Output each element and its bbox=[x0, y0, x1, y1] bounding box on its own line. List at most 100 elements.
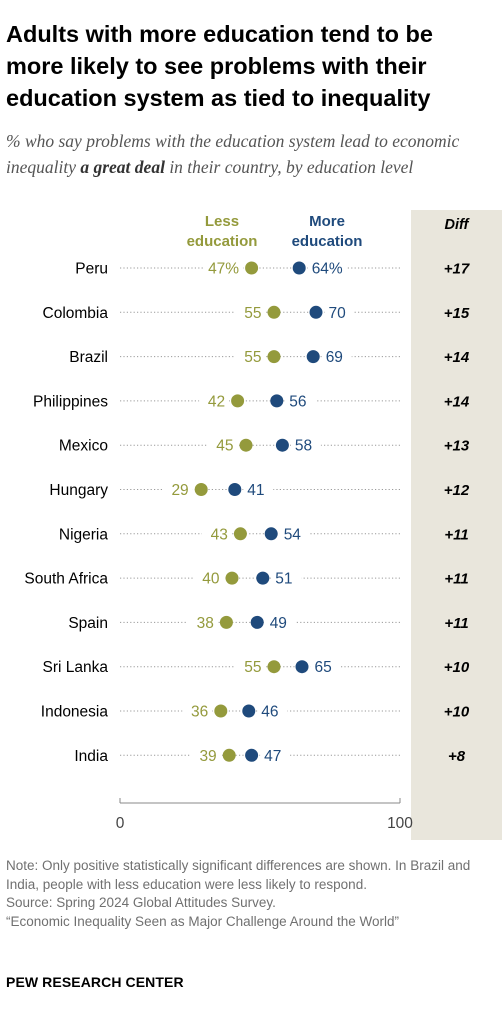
diff-value: +10 bbox=[444, 704, 470, 721]
value-label-more: 49 bbox=[270, 615, 287, 632]
diff-value: +17 bbox=[444, 261, 470, 278]
category-label: Mexico bbox=[59, 438, 108, 455]
category-label: South Africa bbox=[24, 571, 108, 588]
value-label-less: 40 bbox=[202, 571, 220, 588]
chart-subtitle: % who say problems with the education sy… bbox=[6, 128, 498, 180]
category-label: Peru bbox=[75, 261, 108, 278]
value-label-more: 65 bbox=[315, 659, 332, 676]
category-label: Nigeria bbox=[59, 526, 108, 543]
value-label-more: 70 bbox=[329, 305, 347, 322]
dot-more-education bbox=[295, 660, 309, 674]
dot-less-education bbox=[233, 527, 247, 541]
dot-less-education bbox=[245, 261, 259, 275]
diff-value: +11 bbox=[444, 615, 468, 632]
dot-less-education bbox=[231, 394, 245, 408]
label-backdrop bbox=[201, 524, 232, 543]
diff-header: Diff bbox=[445, 217, 471, 233]
dot-more-education bbox=[245, 748, 259, 762]
category-label: Sri Lanka bbox=[43, 659, 109, 676]
x-axis-tick-label: 0 bbox=[116, 815, 125, 832]
value-label-less: 55 bbox=[244, 659, 261, 676]
label-backdrop bbox=[257, 702, 288, 720]
label-backdrop bbox=[187, 613, 218, 632]
dot-more-education bbox=[250, 615, 264, 629]
legend-less-education: Less education bbox=[187, 213, 258, 250]
label-backdrop bbox=[235, 347, 266, 366]
label-backdrop bbox=[290, 436, 321, 455]
label-backdrop bbox=[204, 259, 244, 277]
category-label: Indonesia bbox=[41, 704, 109, 721]
value-label-less: 47% bbox=[208, 261, 239, 278]
dot-more-education bbox=[228, 483, 242, 496]
dot-less-education bbox=[222, 748, 236, 762]
category-label: Spain bbox=[68, 615, 108, 632]
label-backdrop bbox=[265, 613, 296, 632]
diff-value: +12 bbox=[444, 482, 470, 499]
diff-value: +14 bbox=[444, 349, 470, 366]
category-label: Colombia bbox=[43, 305, 109, 322]
dot-less-education bbox=[267, 305, 281, 319]
chart-title: Adults with more education tend to be mo… bbox=[6, 21, 433, 111]
dot-more-education bbox=[264, 527, 278, 541]
dot-less-education bbox=[225, 571, 239, 585]
dot-more-education bbox=[309, 305, 323, 319]
diff-column-background bbox=[411, 210, 502, 840]
value-label-less: 29 bbox=[171, 482, 188, 499]
dot-less-education bbox=[194, 483, 208, 496]
source-text: Source: Spring 2024 Global Attitudes Sur… bbox=[6, 895, 276, 910]
label-backdrop bbox=[307, 259, 347, 277]
label-backdrop bbox=[235, 657, 266, 676]
diff-value: +14 bbox=[444, 393, 470, 410]
value-label-more: 56 bbox=[289, 393, 306, 410]
subtitle-text-end: in their country, by education level bbox=[164, 157, 414, 177]
dot-more-education bbox=[270, 394, 284, 408]
label-backdrop bbox=[324, 303, 355, 322]
label-backdrop bbox=[235, 303, 266, 322]
subtitle-emphasis: a great deal bbox=[80, 157, 165, 177]
dot-more-education bbox=[306, 350, 320, 364]
value-label-less: 36 bbox=[191, 704, 208, 721]
category-label: Hungary bbox=[49, 482, 108, 499]
label-backdrop bbox=[243, 480, 274, 499]
diff-value: +15 bbox=[444, 305, 470, 322]
value-label-less: 38 bbox=[197, 615, 214, 632]
label-backdrop bbox=[182, 702, 213, 720]
label-backdrop bbox=[207, 436, 238, 455]
dot-less-education bbox=[214, 704, 228, 718]
value-label-less: 55 bbox=[244, 305, 261, 322]
dot-less-education bbox=[239, 438, 253, 452]
label-backdrop bbox=[271, 569, 302, 588]
label-backdrop bbox=[193, 569, 224, 588]
chart-notes: Note: Only positive statistically signif… bbox=[6, 857, 498, 931]
dot-less-education bbox=[219, 615, 233, 629]
label-backdrop bbox=[279, 524, 310, 543]
dot-more-education bbox=[242, 704, 256, 718]
x-axis-tick-label: 100 bbox=[387, 815, 413, 832]
value-label-less: 42 bbox=[208, 393, 225, 410]
report-title: “Economic Inequality Seen as Major Chall… bbox=[6, 913, 399, 929]
value-label-more: 47 bbox=[264, 748, 281, 765]
value-label-less: 45 bbox=[216, 438, 233, 455]
diff-value: +8 bbox=[448, 748, 466, 765]
diff-value: +13 bbox=[444, 438, 470, 455]
label-backdrop bbox=[285, 391, 316, 410]
label-backdrop bbox=[199, 391, 230, 410]
label-backdrop bbox=[260, 746, 291, 765]
note-text: Note: Only positive statistically signif… bbox=[6, 858, 471, 892]
dot-more-education bbox=[292, 261, 306, 275]
value-label-less: 55 bbox=[244, 349, 261, 366]
label-backdrop bbox=[190, 746, 221, 765]
legend-more-education: More education bbox=[292, 213, 363, 250]
dot-less-education bbox=[267, 350, 281, 364]
label-backdrop bbox=[321, 347, 352, 366]
dot-more-education bbox=[256, 571, 270, 585]
diff-value: +10 bbox=[444, 659, 470, 676]
value-label-more: 46 bbox=[261, 704, 278, 721]
value-label-more: 54 bbox=[284, 526, 302, 543]
dot-plot-chart: Less education More education Diff Peru 47% 64%… bbox=[24, 210, 502, 840]
value-label-more: 69 bbox=[326, 349, 343, 366]
category-label: India bbox=[74, 748, 108, 765]
pew-logo-text: PEW RESEARCH CENTER bbox=[6, 974, 184, 990]
value-label-more: 41 bbox=[247, 482, 264, 499]
dot-more-education bbox=[275, 438, 289, 452]
